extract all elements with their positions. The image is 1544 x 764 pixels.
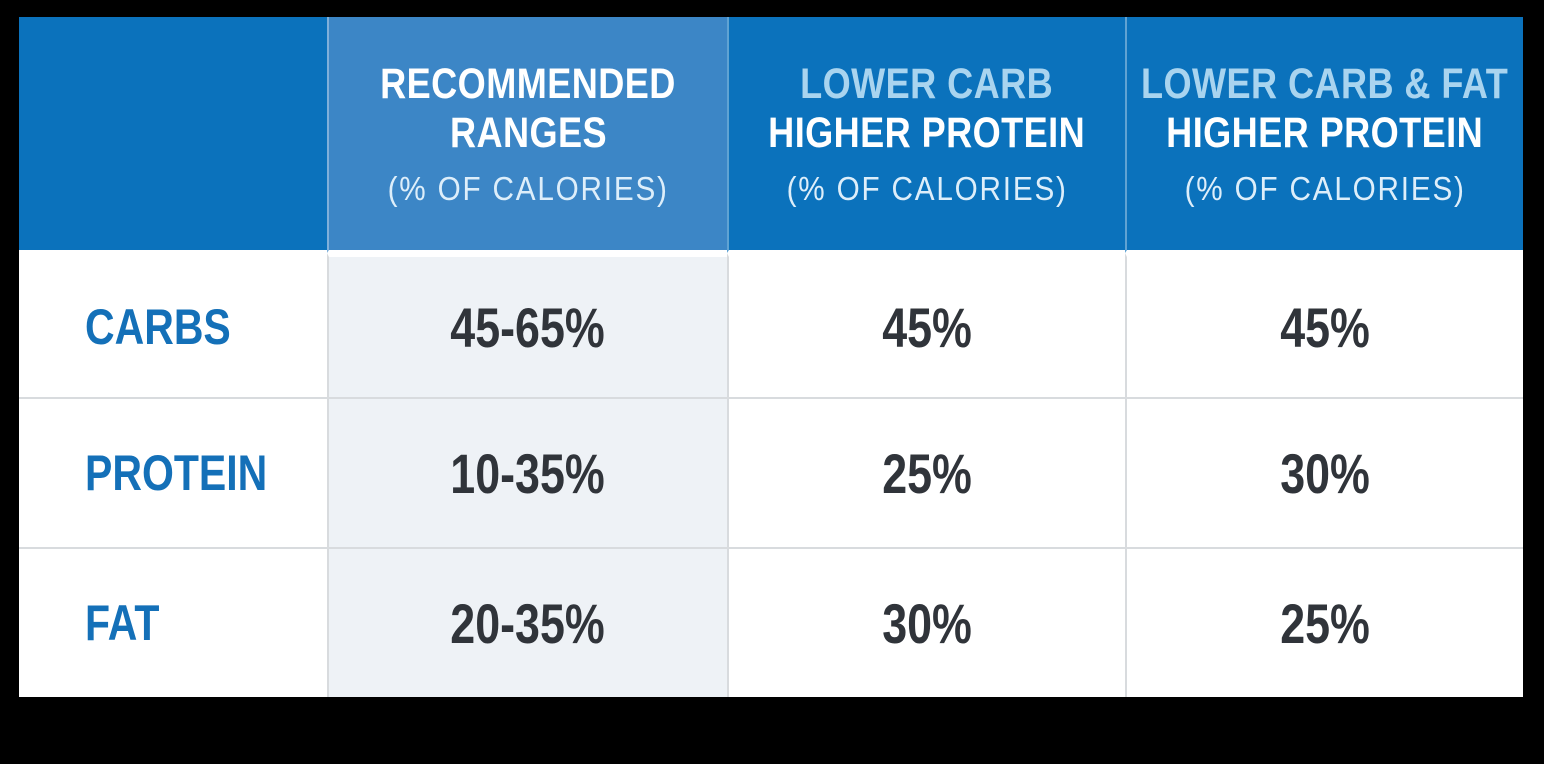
cell-value: 45-65% bbox=[450, 295, 606, 359]
cell-value: 10-35% bbox=[450, 441, 606, 505]
header-text: RECOMMENDED bbox=[380, 59, 676, 108]
protein-lower-carb-cell: 25% bbox=[727, 397, 1125, 547]
table-row-fat-label: FAT bbox=[19, 547, 327, 697]
fat-lower-carb-fat-cell: 25% bbox=[1125, 547, 1523, 697]
protein-recommended-cell: 10-35% bbox=[327, 397, 727, 547]
header-line: RECOMMENDED bbox=[352, 60, 704, 109]
header-sub: (% OF CALORIES) bbox=[387, 169, 669, 207]
cell-value: 45% bbox=[882, 295, 972, 359]
fat-recommended-cell: 20-35% bbox=[327, 547, 727, 697]
carbs-lower-carb-fat-cell: 45% bbox=[1125, 253, 1523, 397]
header-lower-carb-fat-higher-protein: LOWER CARB & FAT HIGHER PROTEIN (% OF CA… bbox=[1125, 17, 1523, 253]
header-lower-carb-higher-protein: LOWER CARB HIGHER PROTEIN (% OF CALORIES… bbox=[727, 17, 1125, 253]
row-label: PROTEIN bbox=[85, 445, 268, 501]
carbs-recommended-cell: 45-65% bbox=[327, 253, 727, 397]
cell-value: 20-35% bbox=[450, 591, 606, 655]
row-label: CARBS bbox=[85, 299, 231, 355]
header-sub: (% OF CALORIES) bbox=[786, 169, 1068, 207]
header-line: LOWER CARB bbox=[776, 60, 1077, 109]
cell-value: 25% bbox=[882, 441, 972, 505]
fat-lower-carb-cell: 30% bbox=[727, 547, 1125, 697]
header-subtext: (% OF CALORIES) bbox=[771, 170, 1083, 208]
header-recommended-ranges: RECOMMENDED RANGES (% OF CALORIES) bbox=[327, 17, 727, 253]
header-text: HIGHER PROTEIN bbox=[768, 108, 1086, 157]
header-line: RANGES bbox=[435, 109, 622, 158]
header-line: HIGHER PROTEIN bbox=[738, 109, 1115, 158]
header-line: HIGHER PROTEIN bbox=[1136, 109, 1513, 158]
header-text: LOWER CARB bbox=[800, 59, 1054, 108]
table-row-protein-label: PROTEIN bbox=[19, 397, 327, 547]
macronutrient-table: RECOMMENDED RANGES (% OF CALORIES) LOWER… bbox=[19, 17, 1523, 697]
cell-value: 45% bbox=[1280, 295, 1370, 359]
header-sub: (% OF CALORIES) bbox=[1184, 169, 1466, 207]
cell-value: 25% bbox=[1280, 591, 1370, 655]
cell-value: 30% bbox=[1280, 441, 1370, 505]
row-label: FAT bbox=[85, 595, 160, 651]
protein-lower-carb-fat-cell: 30% bbox=[1125, 397, 1523, 547]
header-line: LOWER CARB & FAT bbox=[1106, 60, 1543, 109]
cell-value: 30% bbox=[882, 591, 972, 655]
header-cell-empty bbox=[19, 17, 327, 253]
table-row-carbs-label: CARBS bbox=[19, 253, 327, 397]
header-subtext: (% OF CALORIES) bbox=[1169, 170, 1481, 208]
header-text: HIGHER PROTEIN bbox=[1166, 108, 1484, 157]
header-text: LOWER CARB & FAT bbox=[1141, 59, 1509, 108]
carbs-lower-carb-cell: 45% bbox=[727, 253, 1125, 397]
header-subtext: (% OF CALORIES) bbox=[372, 170, 684, 208]
header-text: RANGES bbox=[449, 108, 607, 157]
